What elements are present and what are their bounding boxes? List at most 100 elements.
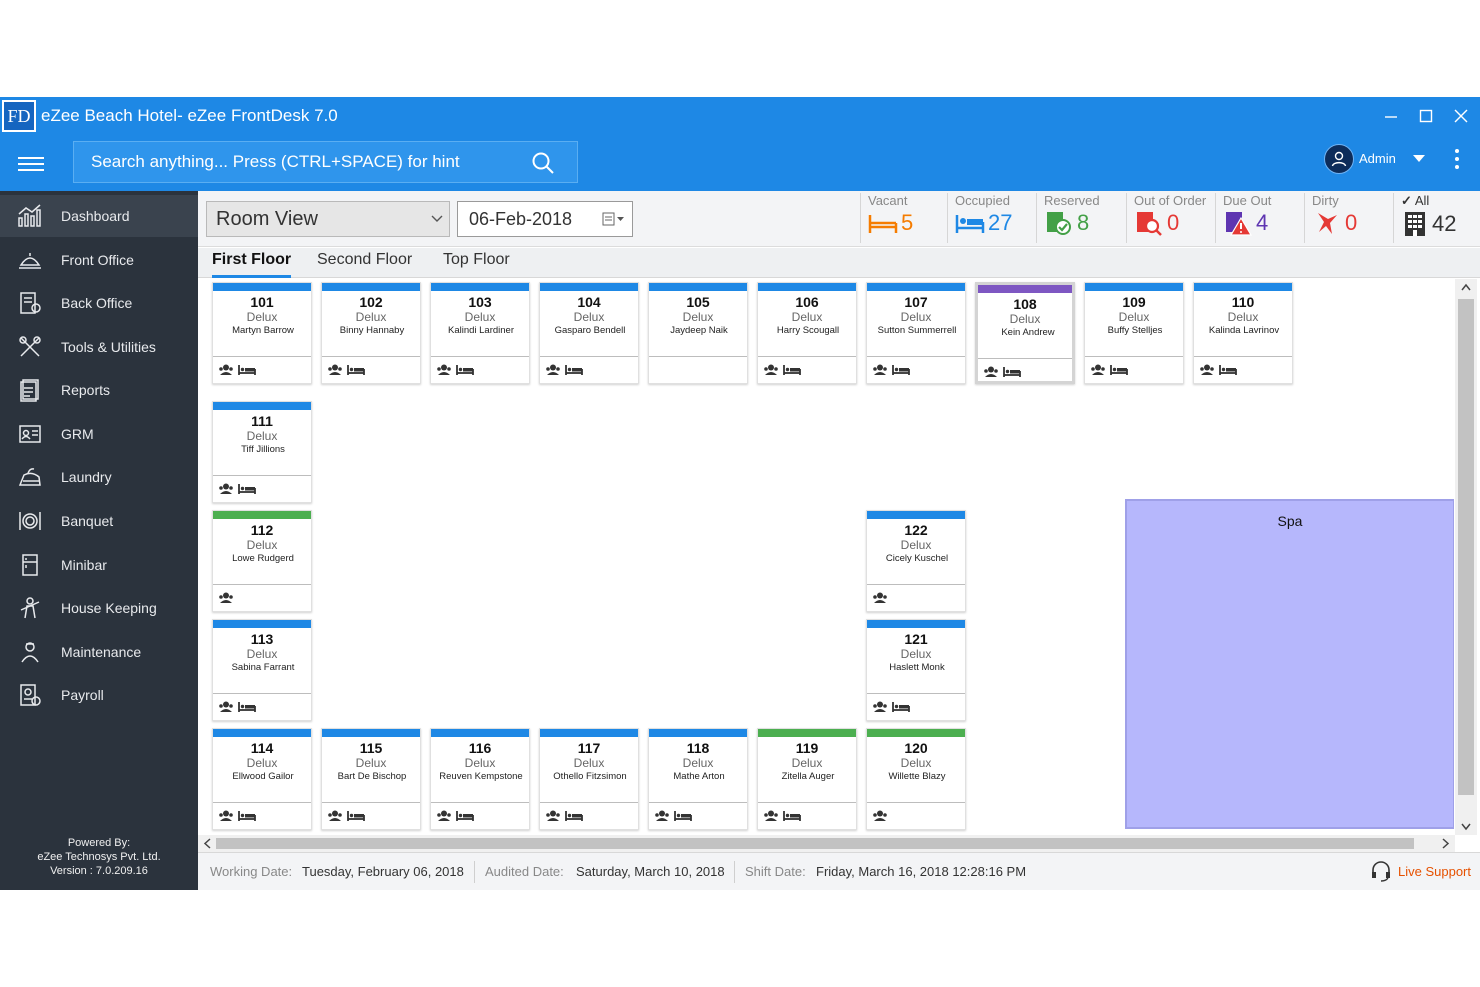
guest-icon	[218, 809, 234, 827]
search-box	[73, 141, 578, 183]
scroll-down-icon[interactable]	[1461, 823, 1471, 831]
audited-date-value: Saturday, March 10, 2018	[576, 864, 725, 879]
sidebar-item-grm[interactable]: GRM	[0, 413, 198, 455]
tab-top-floor[interactable]: Top Floor	[443, 251, 510, 268]
room-type: Delux	[900, 538, 932, 552]
room-card[interactable]: 122 Delux Cicely Kuschel	[866, 510, 966, 612]
stat-vacant[interactable]: Vacant 5	[860, 193, 913, 243]
chevron-down-icon[interactable]	[1413, 155, 1425, 163]
sidebar-item-maintenance[interactable]: Maintenance	[0, 631, 198, 673]
stat-reserved[interactable]: Reserved 8	[1036, 193, 1100, 243]
scroll-left-icon[interactable]	[203, 838, 211, 849]
more-options-icon[interactable]	[1450, 149, 1464, 173]
sidebar-item-label: Laundry	[61, 469, 112, 485]
room-status-bar	[867, 729, 965, 737]
shift-date-value: Friday, March 16, 2018 12:28:16 PM	[816, 864, 1027, 879]
sidebar-item-laundry[interactable]: Laundry	[0, 456, 198, 498]
room-number: 110	[1231, 294, 1255, 310]
search-input[interactable]	[74, 142, 514, 182]
room-number: 116	[468, 740, 492, 756]
room-card[interactable]: 117 Delux Othello Fitzsimon	[539, 728, 639, 830]
room-card[interactable]: 110 Delux Kalinda Lavrinov	[1193, 282, 1293, 384]
room-card[interactable]: 119 Delux Zitella Auger	[757, 728, 857, 830]
tools-icon	[17, 334, 43, 360]
guest-name: Bart De Bischop	[337, 771, 407, 782]
room-card[interactable]: 111 Delux Tiff Jillions	[212, 401, 312, 503]
guest-name: Harry Scougall	[776, 325, 840, 336]
room-card[interactable]: 121 Delux Haslett Monk	[866, 619, 966, 721]
scroll-up-icon[interactable]	[1461, 283, 1471, 291]
room-card[interactable]: 114 Delux Ellwood Gailor	[212, 728, 312, 830]
room-card[interactable]: 112 Delux Lowe Rudgerd	[212, 510, 312, 612]
room-card[interactable]: 107 Delux Sutton Summerrell	[866, 282, 966, 384]
tab-second-floor[interactable]: Second Floor	[317, 251, 413, 268]
sidebar-item-back-office[interactable]: Back Office	[0, 282, 198, 324]
maximize-button[interactable]	[1413, 103, 1439, 129]
hamburger-menu-icon[interactable]	[18, 153, 44, 173]
sidebar-item-front-office[interactable]: Front Office	[0, 239, 198, 281]
horizontal-scroll-thumb[interactable]	[216, 838, 1414, 849]
room-card[interactable]: 105 Delux Jaydeep Naik	[648, 282, 748, 384]
sidebar-item-banquet[interactable]: Banquet	[0, 500, 198, 542]
room-card[interactable]: 102 Delux Binny Hannaby	[321, 282, 421, 384]
sidebar-item-minibar[interactable]: Minibar	[0, 544, 198, 586]
date-value: 06-Feb-2018	[469, 209, 573, 229]
guest-name: Binny Hannaby	[339, 325, 405, 336]
room-card[interactable]: 116 Delux Reuven Kempstone	[430, 728, 530, 830]
user-name[interactable]: Admin	[1359, 151, 1396, 166]
out-of-order-icon	[1137, 212, 1162, 236]
room-card[interactable]: 103 Delux Kalindi Lardiner	[430, 282, 530, 384]
company-name: eZee Technosys Pvt. Ltd.	[37, 851, 161, 863]
bed-icon	[783, 809, 801, 827]
sidebar-item-tools-utilities[interactable]: Tools & Utilities	[0, 326, 198, 368]
user-avatar-icon[interactable]	[1324, 144, 1354, 174]
minimize-button[interactable]	[1378, 103, 1404, 129]
sidebar-item-reports[interactable]: Reports	[0, 369, 198, 411]
room-card[interactable]: 109 Delux Buffy Stelljes	[1084, 282, 1184, 384]
stat-value: 8	[1077, 210, 1090, 235]
live-support-link[interactable]: Live Support	[1370, 860, 1471, 882]
date-picker[interactable]: 06-Feb-2018	[457, 201, 633, 237]
stat-all[interactable]: ✓ All 42	[1393, 193, 1456, 243]
room-card[interactable]: 108 Delux Kein Andrew	[975, 282, 1075, 384]
room-card[interactable]: 120 Delux Willette Blazy	[866, 728, 966, 830]
dashboard-icon	[17, 203, 43, 229]
spa-area[interactable]: Spa	[1125, 499, 1454, 829]
live-support-label: Live Support	[1398, 863, 1471, 879]
sidebar-item-payroll[interactable]: Payroll	[0, 674, 198, 716]
sidebar-item-house-keeping[interactable]: House Keeping	[0, 587, 198, 629]
tab-first-floor[interactable]: First Floor	[212, 251, 292, 278]
room-card[interactable]: 104 Delux Gasparo Bendell	[539, 282, 639, 384]
vertical-scrollbar[interactable]	[1455, 279, 1477, 835]
calendar-icon[interactable]	[602, 211, 626, 227]
window-title: eZee Beach Hotel- eZee FrontDesk 7.0	[41, 106, 338, 125]
vertical-scroll-thumb[interactable]	[1458, 299, 1474, 795]
room-card[interactable]: 118 Delux Mathe Arton	[648, 728, 748, 830]
room-card[interactable]: 106 Delux Harry Scougall	[757, 282, 857, 384]
search-icon[interactable]	[531, 151, 555, 175]
stat-out-of-order[interactable]: Out of Order 0	[1126, 193, 1206, 243]
stat-dirty[interactable]: Dirty 0	[1304, 193, 1357, 243]
room-card[interactable]: 115 Delux Bart De Bischop	[321, 728, 421, 830]
horizontal-scrollbar[interactable]	[198, 835, 1455, 852]
room-number: 106	[795, 294, 819, 310]
guest-name: Tiff Jillions	[241, 444, 285, 455]
view-select[interactable]: Room View	[206, 201, 450, 237]
sidebar-item-dashboard[interactable]: Dashboard	[0, 195, 198, 237]
due-out-icon	[1226, 212, 1253, 236]
scroll-right-icon[interactable]	[1442, 838, 1450, 849]
room-card[interactable]: 101 Delux Martyn Barrow	[212, 282, 312, 384]
close-button[interactable]	[1448, 103, 1474, 129]
guest-icon	[327, 363, 343, 381]
room-card[interactable]: 113 Delux Sabina Farrant	[212, 619, 312, 721]
room-status-bar	[758, 283, 856, 291]
room-status-bar	[213, 283, 311, 291]
sidebar-item-label: Front Office	[61, 252, 134, 268]
bed-icon	[238, 700, 256, 718]
guest-icon	[436, 363, 452, 381]
stat-occupied[interactable]: Occupied 27	[947, 193, 1012, 243]
stat-due-out[interactable]: Due Out 4	[1215, 193, 1271, 243]
sidebar-item-label: Minibar	[61, 557, 107, 573]
stat-value: 4	[1256, 210, 1269, 235]
main-panel: Room View 06-Feb-2018 Vacant 5 Occupied …	[198, 191, 1480, 890]
